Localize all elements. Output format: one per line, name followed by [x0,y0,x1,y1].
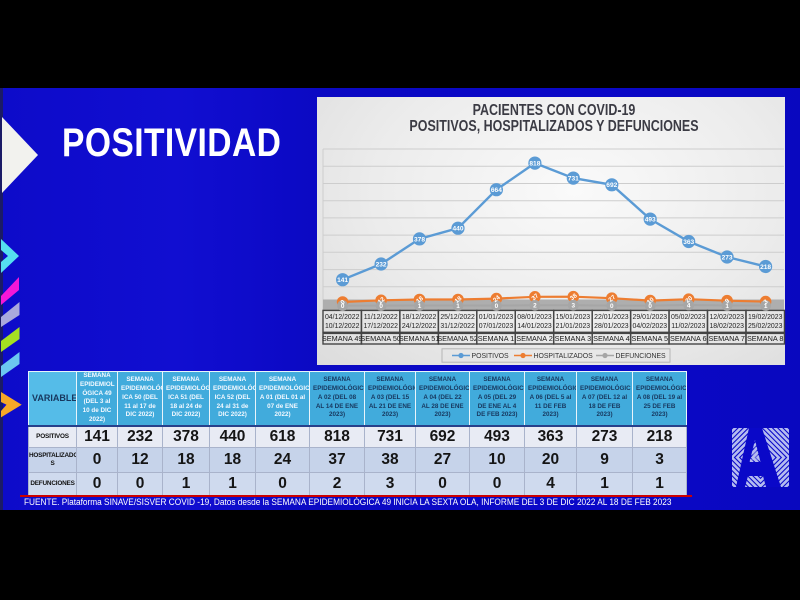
svg-text:0: 0 [341,303,345,310]
svg-text:SEMANA 50: SEMANA 50 [360,334,401,343]
svg-text:29/01/2023: 29/01/2023 [633,314,668,321]
svg-text:3: 3 [572,303,576,310]
svg-text:04/02/2023: 04/02/2023 [633,323,668,330]
svg-text:SEMANA 51: SEMANA 51 [399,334,440,343]
svg-text:19/02/2023: 19/02/2023 [748,314,783,321]
svg-text:DEFUNCIONES: DEFUNCIONES [616,353,667,360]
svg-text:1: 1 [456,303,460,310]
svg-text:25/12/2022: 25/12/2022 [440,314,475,321]
svg-text:2: 2 [533,303,537,310]
svg-text:18/02/2023: 18/02/2023 [709,323,744,330]
svg-text:SEMANA 8: SEMANA 8 [747,334,784,343]
svg-text:11/12/2022: 11/12/2022 [364,314,398,321]
svg-text:18: 18 [415,295,425,305]
svg-text:07/01/2023: 07/01/2023 [479,323,514,330]
svg-text:28/01/2023: 28/01/2023 [594,323,629,330]
svg-text:378: 378 [414,236,425,243]
svg-text:0: 0 [610,303,614,310]
svg-text:493: 493 [645,217,656,224]
svg-text:22/01/2023: 22/01/2023 [594,314,629,321]
svg-text:10: 10 [646,296,656,306]
svg-text:SEMANA 5: SEMANA 5 [632,334,669,343]
svg-text:17/12/2022: 17/12/2022 [363,323,398,330]
svg-text:24: 24 [492,294,502,304]
svg-text:21/01/2023: 21/01/2023 [556,323,591,330]
svg-text:12/02/2023: 12/02/2023 [709,314,744,321]
svg-text:04/12/2022: 04/12/2022 [325,314,360,321]
svg-text:363: 363 [683,239,694,246]
svg-text:31/12/2022: 31/12/2022 [440,323,475,330]
svg-text:664: 664 [491,187,502,194]
svg-text:27: 27 [607,293,617,303]
svg-text:0: 0 [495,303,499,310]
svg-text:SEMANA 7: SEMANA 7 [708,334,745,343]
svg-text:SEMANA 3: SEMANA 3 [555,334,592,343]
svg-text:3: 3 [762,298,770,306]
svg-text:01/01/2023: 01/01/2023 [479,314,514,321]
svg-text:SEMANA 52: SEMANA 52 [437,334,478,343]
svg-text:818: 818 [529,161,540,168]
svg-text:692: 692 [606,182,617,189]
svg-text:1: 1 [725,303,729,310]
svg-text:273: 273 [722,254,733,261]
svg-text:14/01/2023: 14/01/2023 [517,323,552,330]
svg-text:37: 37 [530,292,540,302]
svg-text:20: 20 [684,294,694,304]
svg-text:08/01/2023: 08/01/2023 [517,314,552,321]
svg-text:218: 218 [760,264,771,271]
svg-text:4: 4 [687,302,691,309]
svg-text:440: 440 [452,226,463,233]
svg-text:0: 0 [339,298,347,306]
svg-text:SEMANA 1: SEMANA 1 [478,334,515,343]
svg-text:11/02/2023: 11/02/2023 [671,323,705,330]
svg-text:SEMANA 49: SEMANA 49 [322,334,363,343]
svg-text:SEMANA 6: SEMANA 6 [670,334,707,343]
svg-text:SEMANA 4: SEMANA 4 [593,334,630,343]
svg-text:05/02/2023: 05/02/2023 [671,314,706,321]
svg-text:HOSPITALIZADOS: HOSPITALIZADOS [534,353,594,360]
svg-text:10/12/2022: 10/12/2022 [325,323,360,330]
svg-text:18: 18 [454,295,464,305]
svg-text:12: 12 [377,296,387,306]
svg-text:0: 0 [379,303,383,310]
svg-text:POSITIVOS: POSITIVOS [472,353,510,360]
svg-text:18/12/2022: 18/12/2022 [402,314,437,321]
svg-text:SEMANA 2: SEMANA 2 [516,334,553,343]
svg-text:24/12/2022: 24/12/2022 [402,323,437,330]
svg-text:9: 9 [724,297,732,305]
svg-text:232: 232 [376,261,387,268]
svg-text:0: 0 [648,303,652,310]
svg-text:1: 1 [764,303,768,310]
svg-text:15/01/2023: 15/01/2023 [556,314,591,321]
svg-text:1: 1 [418,303,422,310]
svg-text:141: 141 [337,277,348,284]
svg-text:38: 38 [569,292,579,302]
svg-text:25/02/2023: 25/02/2023 [748,323,783,330]
svg-text:731: 731 [568,176,579,183]
